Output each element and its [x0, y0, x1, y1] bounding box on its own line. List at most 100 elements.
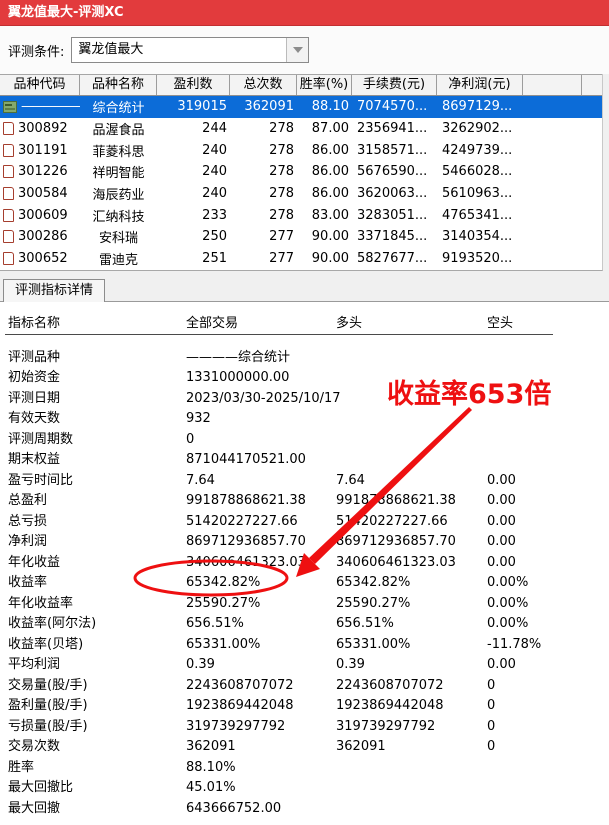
column-header[interactable]: 品种名称: [80, 75, 157, 95]
column-header[interactable]: 手续费(元): [352, 75, 437, 95]
table-cell: 86.00: [311, 164, 349, 180]
symbol-code: 300584: [18, 186, 68, 202]
detail-row: 收益率(贝塔) 65331.00% 65331.00% -11.78%: [0, 635, 609, 656]
table-cell: 4765341...: [442, 207, 513, 223]
table-cell: 88.10: [311, 99, 349, 115]
indicator-name: 净利润: [8, 534, 48, 549]
combobox-dropdown-button[interactable]: [286, 38, 309, 62]
indicator-value: 0.00: [487, 493, 516, 508]
condition-label: 评测条件:: [8, 44, 65, 60]
table-cell: 319015: [177, 99, 227, 115]
condition-combobox[interactable]: 翼龙值最大: [71, 37, 310, 63]
window-titlebar[interactable]: 翼龙值最大-评测XC: [0, 0, 609, 26]
indicator-value: 643666752.00: [186, 800, 282, 816]
table-cell: 278: [269, 186, 294, 202]
indicator-name: 最大回撤比: [8, 780, 74, 795]
symbol-code: 301226: [18, 164, 68, 180]
table-row[interactable]: 300892 品渥食品 244 278 87.00 2356941... 3262902..…: [0, 118, 602, 140]
table-cell: 综合统计: [92, 101, 145, 117]
indicator-name: 最大回撤: [8, 800, 61, 816]
detail-panel: 指标名称 全部交易 多头 空头 评测品种 ————综合统计 初始资金 1331000000.…: [0, 300, 609, 825]
detail-row: 总亏损 51420227227.66 51420227227.66 0.00: [0, 512, 609, 533]
detail-row: 交易量(股/手) 2243608707072 2243608707072 0: [0, 676, 609, 697]
column-header[interactable]: 盈利数: [157, 75, 230, 95]
table-cell: 2356941...: [357, 121, 428, 137]
table-cell: 菲菱科思: [92, 144, 145, 160]
table-row[interactable]: 300286 安科瑞 250 277 90.00 3371845... 3140354...: [0, 226, 602, 248]
table-row[interactable]: 301226 祥明智能 240 278 86.00 5676590... 5466028..…: [0, 161, 602, 183]
symbol-code: 300652: [18, 251, 68, 267]
indicator-value: 0.00: [487, 472, 516, 488]
indicator-name: 亏损量(股/手): [8, 718, 88, 734]
chevron-down-icon: [292, 47, 303, 53]
table-cell: 278: [269, 207, 294, 223]
column-header-stub[interactable]: [523, 75, 582, 95]
indicator-name: 评测周期数: [8, 431, 74, 447]
indicator-value: 0.39: [186, 657, 215, 672]
indicator-name: 总盈利: [8, 493, 48, 508]
detail-row: 平均利润 0.39 0.39 0.00: [0, 655, 609, 676]
indicator-value: 7.64: [186, 472, 215, 488]
column-header[interactable]: 胜率(%): [297, 75, 352, 95]
detail-row: 盈亏时间比 7.64 7.64 0.00: [0, 471, 609, 492]
table-row[interactable]: 300609 汇纳科技 233 278 83.00 3283051... 4765341..…: [0, 204, 602, 226]
indicator-name: 盈利量(股/手): [8, 698, 88, 713]
detail-row: 有效天数 932: [0, 409, 609, 430]
results-table-header: 品种代码 品种名称 盈利数 总次数 胜率(%) 手续费(元) 净利润(元): [0, 74, 602, 96]
detail-row: 交易次数 362091 362091 0: [0, 737, 609, 758]
indicator-value: 656.51%: [336, 616, 394, 631]
table-cell: 278: [269, 121, 294, 137]
indicator-value: 869712936857.70: [336, 534, 456, 549]
indicator-value: 25590.27%: [186, 595, 261, 611]
indicator-value: 0.00%: [487, 595, 529, 611]
table-row[interactable]: ———————— 综合统计 319015 362091 88.10 7074570... 8…: [0, 96, 602, 118]
indicator-value: 65331.00%: [336, 636, 411, 652]
table-cell: 362091: [244, 99, 294, 115]
table-row[interactable]: 301191 菲菱科思 240 278 86.00 3158571... 4249739..…: [0, 139, 602, 161]
column-header[interactable]: 净利润(元): [437, 75, 523, 95]
indicator-value: 991878868621.38: [336, 493, 456, 508]
detail-rows: 评测品种 ————综合统计 初始资金 1331000000.00 评测日期 2023/03…: [0, 348, 609, 820]
detail-row: 评测日期 2023/03/30-2025/10/17: [0, 389, 609, 410]
indicator-name: 有效天数: [8, 411, 61, 426]
indicator-name: 胜率: [8, 759, 35, 775]
indicator-value: 362091: [186, 739, 236, 754]
indicator-name: 平均利润: [8, 657, 61, 672]
symbol-code: 301191: [18, 142, 68, 158]
indicator-value: 2023/03/30-2025/10/17: [186, 390, 341, 406]
table-cell: 雷迪克: [98, 253, 138, 269]
table-cell: 3620063...: [357, 186, 428, 202]
column-header[interactable]: 品种代码: [0, 75, 80, 95]
table-cell: 240: [202, 164, 227, 180]
tab-detail[interactable]: 评测指标详情: [3, 278, 106, 302]
indicator-name: 总亏损: [8, 513, 48, 529]
table-cell: 240: [202, 142, 227, 158]
indicator-value: 932: [186, 411, 211, 426]
indicator-value: 871044170521.00: [186, 452, 306, 467]
table-cell: 4249739...: [442, 142, 513, 158]
indicator-value: 340606461323.03: [336, 554, 456, 570]
indicator-value: 65331.00%: [186, 636, 261, 652]
table-row[interactable]: 300652 雷迪克 251 277 90.00 5827677... 9193520...: [0, 248, 602, 270]
table-cell: 277: [269, 251, 294, 267]
table-cell: 278: [269, 142, 294, 158]
column-header[interactable]: 总次数: [230, 75, 297, 95]
table-cell: 240: [202, 186, 227, 202]
table-cell: 83.00: [311, 207, 349, 223]
table-cell: 3371845...: [357, 229, 428, 245]
indicator-value: 7.64: [336, 472, 365, 488]
detail-row: 年化收益率 25590.27% 25590.27% 0.00%: [0, 594, 609, 615]
summary-report-icon: [3, 100, 17, 113]
indicator-value: 0.00: [487, 554, 516, 570]
indicator-value: 0.00%: [487, 575, 529, 590]
indicator-value: 51420227227.66: [186, 513, 298, 529]
table-cell: 品渥食品: [92, 123, 145, 139]
indicator-name: 期末权益: [8, 452, 61, 467]
indicator-value: ————综合统计: [186, 349, 291, 365]
table-cell: 祥明智能: [92, 166, 145, 182]
document-icon: [3, 122, 14, 136]
detail-row: 最大回撤比 45.01%: [0, 778, 609, 799]
indicator-value: 0.00%: [487, 616, 529, 631]
indicator-value: 0: [487, 739, 496, 754]
table-row[interactable]: 300584 海辰药业 240 278 86.00 3620063... 5610963..…: [0, 183, 602, 205]
